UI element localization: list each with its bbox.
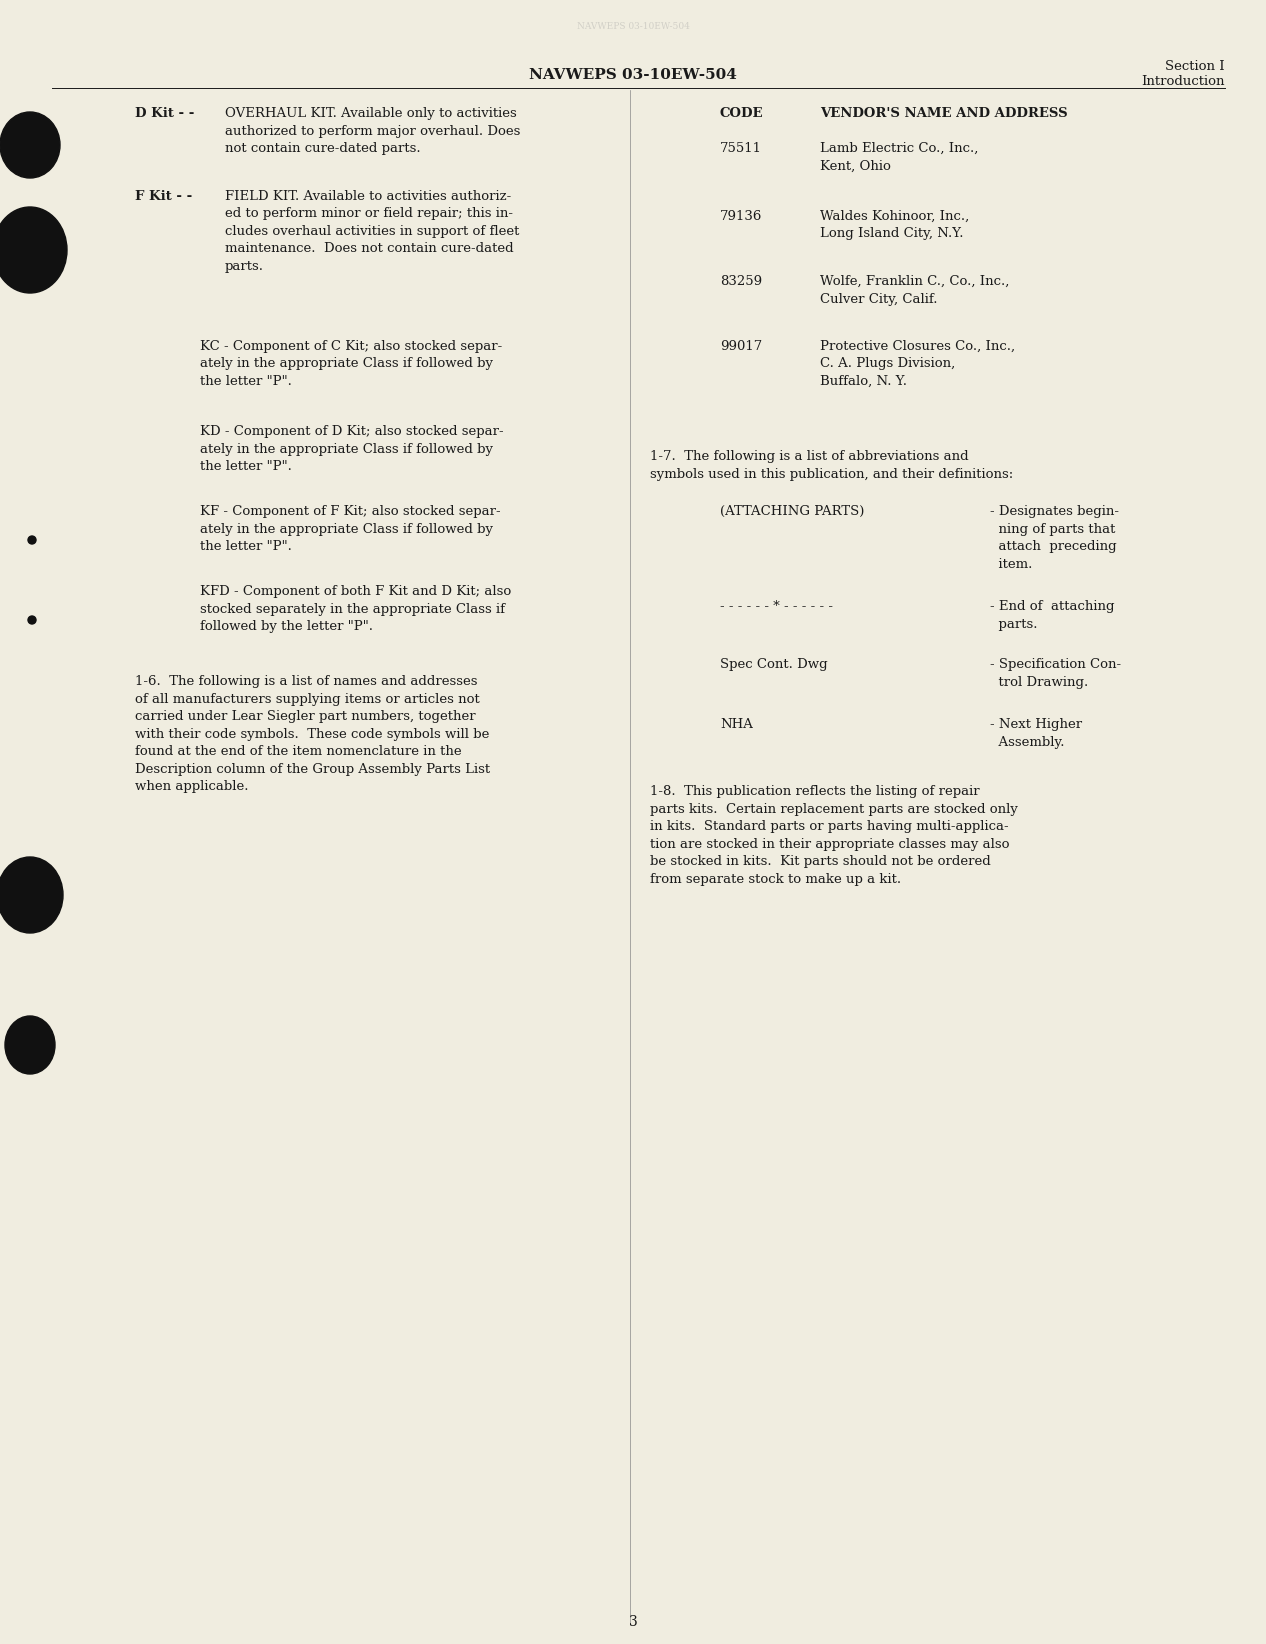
Text: 3: 3	[629, 1614, 637, 1629]
Text: NAVWEPS 03-10EW-504: NAVWEPS 03-10EW-504	[529, 67, 737, 82]
Text: NHA: NHA	[720, 718, 753, 732]
Text: Lamb Electric Co., Inc.,
Kent, Ohio: Lamb Electric Co., Inc., Kent, Ohio	[820, 141, 979, 173]
Text: KC - Component of C Kit; also stocked separ-
ately in the appropriate Class if f: KC - Component of C Kit; also stocked se…	[200, 340, 503, 388]
Text: OVERHAUL KIT. Available only to activities
authorized to perform major overhaul.: OVERHAUL KIT. Available only to activiti…	[225, 107, 520, 155]
Text: Spec Cont. Dwg: Spec Cont. Dwg	[720, 658, 828, 671]
Circle shape	[28, 536, 35, 544]
Ellipse shape	[0, 857, 63, 934]
Text: KF - Component of F Kit; also stocked separ-
ately in the appropriate Class if f: KF - Component of F Kit; also stocked se…	[200, 505, 500, 552]
Text: 1-8.  This publication reflects the listing of repair
parts kits.  Certain repla: 1-8. This publication reflects the listi…	[649, 784, 1018, 886]
Text: - End of  attaching
  parts.: - End of attaching parts.	[990, 600, 1114, 631]
Text: - - - - - - * - - - - - -: - - - - - - * - - - - - -	[720, 600, 833, 613]
Text: CODE: CODE	[720, 107, 763, 120]
Text: - Designates begin-
  ning of parts that
  attach  preceding
  item.: - Designates begin- ning of parts that a…	[990, 505, 1119, 570]
Text: KD - Component of D Kit; also stocked separ-
ately in the appropriate Class if f: KD - Component of D Kit; also stocked se…	[200, 426, 504, 473]
Text: D Kit - -: D Kit - -	[135, 107, 195, 120]
Text: Protective Closures Co., Inc.,
C. A. Plugs Division,
Buffalo, N. Y.: Protective Closures Co., Inc., C. A. Plu…	[820, 340, 1015, 388]
Ellipse shape	[0, 207, 67, 293]
Text: FIELD KIT. Available to activities authoriz-
ed to perform minor or field repair: FIELD KIT. Available to activities autho…	[225, 191, 519, 273]
Text: - Next Higher
  Assembly.: - Next Higher Assembly.	[990, 718, 1082, 748]
Text: Wolfe, Franklin C., Co., Inc.,
Culver City, Calif.: Wolfe, Franklin C., Co., Inc., Culver Ci…	[820, 275, 1009, 306]
Text: KFD - Component of both F Kit and D Kit; also
stocked separately in the appropri: KFD - Component of both F Kit and D Kit;…	[200, 585, 511, 633]
Text: 1-7.  The following is a list of abbreviations and
symbols used in this publicat: 1-7. The following is a list of abbrevia…	[649, 450, 1013, 480]
Text: Section I: Section I	[1166, 59, 1225, 72]
Ellipse shape	[5, 1016, 54, 1074]
Text: 75511: 75511	[720, 141, 762, 155]
Text: Introduction: Introduction	[1142, 76, 1225, 89]
Text: 1-6.  The following is a list of names and addresses
of all manufacturers supply: 1-6. The following is a list of names an…	[135, 676, 490, 792]
Text: NAVWEPS 03-10EW-504: NAVWEPS 03-10EW-504	[576, 21, 690, 31]
Circle shape	[28, 616, 35, 625]
Text: (ATTACHING PARTS): (ATTACHING PARTS)	[720, 505, 865, 518]
Text: 79136: 79136	[720, 210, 762, 224]
Text: - Specification Con-
  trol Drawing.: - Specification Con- trol Drawing.	[990, 658, 1122, 689]
Text: 99017: 99017	[720, 340, 762, 353]
Text: VENDOR'S NAME AND ADDRESS: VENDOR'S NAME AND ADDRESS	[820, 107, 1067, 120]
Ellipse shape	[0, 112, 60, 178]
Text: Waldes Kohinoor, Inc.,
Long Island City, N.Y.: Waldes Kohinoor, Inc., Long Island City,…	[820, 210, 970, 240]
Text: F Kit - -: F Kit - -	[135, 191, 192, 202]
Text: 83259: 83259	[720, 275, 762, 288]
